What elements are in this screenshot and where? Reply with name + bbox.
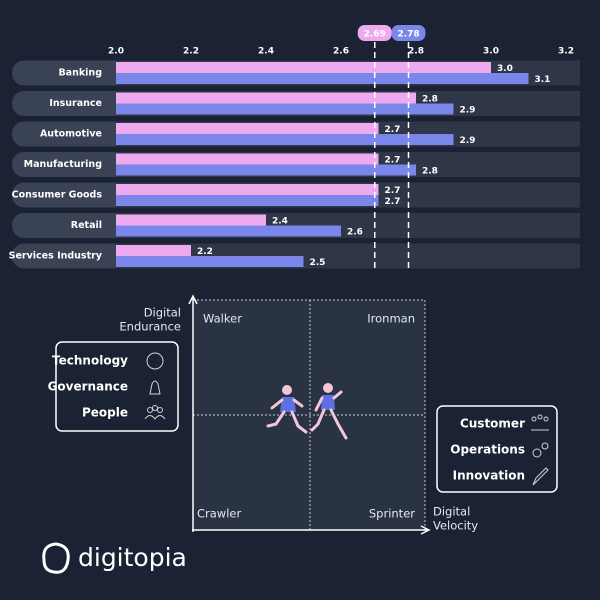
category-label: Services Industry: [9, 251, 103, 262]
bar: [116, 245, 191, 256]
bar: [116, 184, 379, 195]
icon: [532, 442, 549, 458]
x-tick-label: 2.6: [333, 47, 349, 57]
box-item: People: [82, 406, 128, 420]
category-label: Manufacturing: [24, 159, 102, 170]
value-label: 2.9: [460, 136, 476, 146]
bar: [116, 62, 491, 73]
x-tick-label: 2.0: [108, 47, 124, 57]
arrow: [420, 525, 431, 535]
bar: [116, 195, 379, 206]
category-label: Consumer Goods: [12, 190, 103, 201]
bar: [116, 153, 379, 165]
y-axis-label: Endurance: [119, 320, 181, 334]
left-box: Technology Governance People: [48, 341, 179, 432]
bar-chart: Banking 3.0 3.1 Insurance 2.8 2.9 Automotive 2.…: [9, 25, 580, 272]
box-item: Governance: [48, 380, 128, 394]
bar: [116, 134, 454, 145]
bar: [116, 73, 529, 84]
quadrant-label: Ironman: [367, 312, 415, 326]
reference-badge: [391, 25, 426, 41]
bar: [116, 225, 341, 237]
bar: [116, 214, 266, 226]
icon: [532, 467, 549, 486]
value-label: 2.8: [422, 167, 438, 177]
value-label: 2.7: [385, 156, 401, 166]
category-label: Automotive: [40, 129, 102, 140]
quadrant-label: Crawler: [197, 507, 241, 521]
logo: digitopia: [42, 542, 187, 574]
x-tick-label: 2.4: [258, 47, 274, 57]
logo-mark: [42, 542, 70, 574]
category-label: Banking: [58, 68, 102, 79]
quadrant-label: Walker: [203, 312, 242, 326]
runners-illustration: [266, 383, 348, 440]
right-box: Customer Operations Innovation: [436, 405, 558, 493]
x-axis-label: Velocity: [433, 519, 478, 533]
bar: [116, 123, 379, 134]
arrow: [188, 294, 198, 305]
value-label: 2.7: [385, 197, 401, 207]
y-axis-label: Digital: [144, 306, 181, 320]
value-label: 2.2: [197, 247, 213, 257]
quadrant-label: Sprinter: [369, 507, 415, 521]
box-item: Operations: [450, 443, 525, 457]
bar: [116, 164, 416, 176]
x-tick-label: 2.2: [183, 47, 199, 57]
bar: [116, 256, 304, 267]
box-item: Customer: [460, 417, 525, 431]
value-label: 2.6: [347, 228, 363, 238]
value-label: 3.0: [497, 64, 513, 74]
x-axis-label: Digital: [433, 505, 470, 519]
value-label: 2.9: [460, 106, 476, 116]
icon: [149, 380, 161, 395]
reference-label: 2.78: [397, 30, 419, 40]
reference-badge: [357, 25, 392, 41]
x-tick-label: 2.8: [408, 47, 424, 57]
x-tick-label: 3.2: [558, 47, 574, 57]
bar: [116, 103, 454, 115]
x-tick-label: 3.0: [483, 47, 499, 57]
reference-label: 2.69: [364, 30, 386, 40]
value-label: 2.7: [385, 125, 401, 135]
logo-text: digitopia: [78, 543, 187, 572]
icon: [144, 405, 166, 420]
value-label: 2.7: [385, 186, 401, 196]
quadrant-diagram: Digital Endurance Digital Velocity Walke…: [119, 294, 478, 535]
value-label: 3.1: [535, 75, 551, 85]
box-item: Innovation: [453, 469, 525, 483]
bar: [116, 92, 416, 104]
icon: [531, 414, 549, 431]
icon: [146, 352, 164, 370]
value-label: 2.4: [272, 217, 288, 227]
category-label: Insurance: [49, 98, 102, 109]
value-label: 2.8: [422, 95, 438, 105]
box-item: Technology: [52, 354, 128, 368]
box: [436, 405, 558, 493]
category-label: Retail: [71, 220, 102, 231]
value-label: 2.5: [310, 258, 326, 268]
